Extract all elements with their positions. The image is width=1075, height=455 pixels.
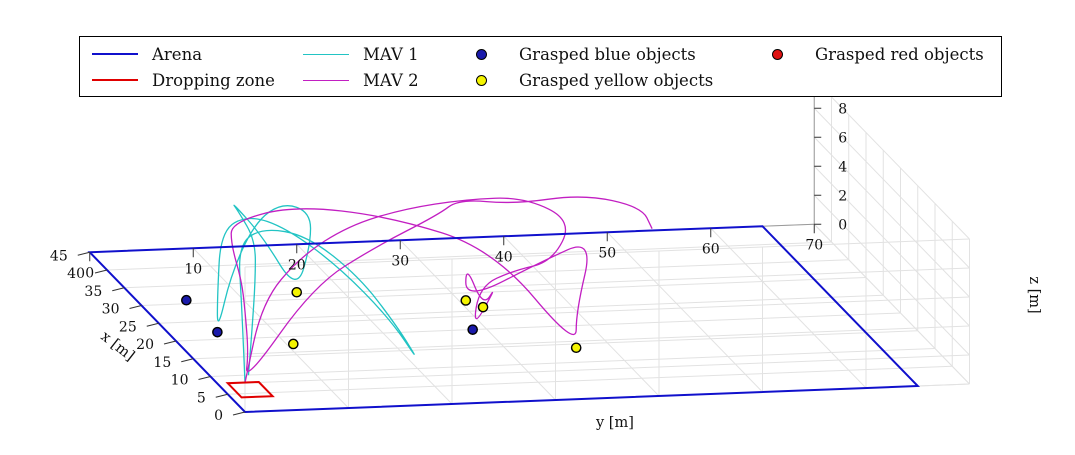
y-tick-label: 10 <box>184 261 202 277</box>
y-tick-label: 0 <box>85 265 94 281</box>
x-tick-mark <box>112 287 125 292</box>
legend: Arena Dropping zone MAV 1 MAV 2 Grasped … <box>79 36 1002 97</box>
grid-line <box>813 165 970 327</box>
legend-item-dropping-zone: Dropping zone <box>92 69 275 91</box>
x-tick-mark <box>198 376 211 380</box>
arena-swatch <box>92 53 138 55</box>
x-tick-mark <box>94 269 108 274</box>
grid-line <box>503 235 660 397</box>
grid-line <box>813 136 970 298</box>
grid-line <box>106 241 832 271</box>
z-tick-label: 0 <box>838 217 847 233</box>
grid-line <box>813 223 970 385</box>
blue-marker-icon <box>476 48 487 60</box>
x-tick-mark <box>215 393 228 398</box>
y-tick-label: 50 <box>598 245 616 261</box>
grid-line <box>606 231 763 393</box>
x-tick-label: 15 <box>153 355 171 371</box>
legend-label: MAV 1 <box>363 44 419 64</box>
grid-line <box>210 348 936 377</box>
legend-item-blue-objects: Grasped blue objects <box>464 43 696 65</box>
legend-item-yellow-objects: Grasped yellow objects <box>464 69 713 91</box>
x-tick-label: 5 <box>197 390 206 406</box>
x-tick-mark <box>146 322 159 327</box>
x-tick-label: 0 <box>214 408 223 424</box>
trajectory-mav-2 <box>230 196 653 383</box>
legend-item-red-objects: Grasped red objects <box>760 43 984 65</box>
grid-line <box>296 243 453 405</box>
x-tick-label: 45 <box>50 248 68 264</box>
z-tick-label: 8 <box>838 101 847 117</box>
x-tick-mark <box>163 340 177 345</box>
z-axis-label: z [m] <box>1026 276 1042 313</box>
z-tick-label: 2 <box>838 188 847 204</box>
legend-item-mav1: MAV 1 <box>303 43 419 65</box>
grasped-blue-marker <box>181 294 192 306</box>
legend-item-mav2: MAV 2 <box>303 69 419 91</box>
legend-label: Dropping zone <box>152 70 275 90</box>
grid-line <box>244 267 970 297</box>
x-tick-label: 40 <box>67 266 85 282</box>
legend-label: Grasped blue objects <box>519 44 696 64</box>
grid-line <box>813 107 970 269</box>
grid-line <box>244 325 970 355</box>
trajectories <box>216 196 653 383</box>
x-tick-mark <box>77 251 90 256</box>
grasped-yellow-marker <box>291 286 303 298</box>
grid-line <box>175 312 901 342</box>
yellow-marker-icon <box>476 74 487 86</box>
x-tick-label: 30 <box>102 302 120 318</box>
dropping-zone <box>225 380 275 399</box>
mav2-swatch <box>303 79 349 81</box>
grasped-yellow-marker <box>287 338 299 350</box>
x-tick-label: 25 <box>119 319 137 335</box>
grid-line <box>227 365 953 395</box>
grid-line <box>244 354 970 384</box>
x-tick-label: 20 <box>136 337 154 353</box>
x-tick-mark <box>181 358 194 363</box>
x-tick-mark <box>129 305 142 309</box>
legend-item-arena: Arena <box>92 43 202 65</box>
legend-label: Grasped red objects <box>815 44 984 64</box>
mav1-swatch <box>303 53 349 55</box>
grid-line <box>710 227 867 389</box>
y-tick-label: 30 <box>391 253 409 269</box>
y-tick-label: 70 <box>805 237 823 253</box>
grid-line <box>244 296 970 326</box>
markers <box>181 286 582 354</box>
red-marker-icon <box>772 48 783 60</box>
dropping-zone-swatch <box>92 79 138 81</box>
grid-line <box>244 238 970 268</box>
y-tick-label: 60 <box>702 241 720 257</box>
y-tick-label: 40 <box>495 249 513 265</box>
grid-line <box>141 277 867 306</box>
grasped-blue-marker <box>212 326 223 338</box>
grasped-yellow-marker <box>570 342 582 354</box>
y-tick-label: 20 <box>288 257 306 273</box>
legend-label: Grasped yellow objects <box>519 70 714 90</box>
grasped-yellow-marker <box>460 295 472 306</box>
x-tick-label: 10 <box>171 373 189 389</box>
grasped-yellow-marker <box>477 301 489 313</box>
trajectory-mav-1 <box>216 204 415 383</box>
legend-label: Arena <box>152 44 203 64</box>
z-tick-label: 4 <box>838 159 847 175</box>
grasped-blue-marker <box>467 324 479 335</box>
x-tick-label: 35 <box>84 284 102 300</box>
grid-line <box>399 239 556 401</box>
grid-line <box>813 194 970 356</box>
grid-line <box>813 78 970 240</box>
x-tick-mark <box>232 411 246 416</box>
z-tick-label: 6 <box>838 130 847 146</box>
y-axis-label: y [m] <box>595 415 634 431</box>
legend-label: MAV 2 <box>363 70 419 90</box>
